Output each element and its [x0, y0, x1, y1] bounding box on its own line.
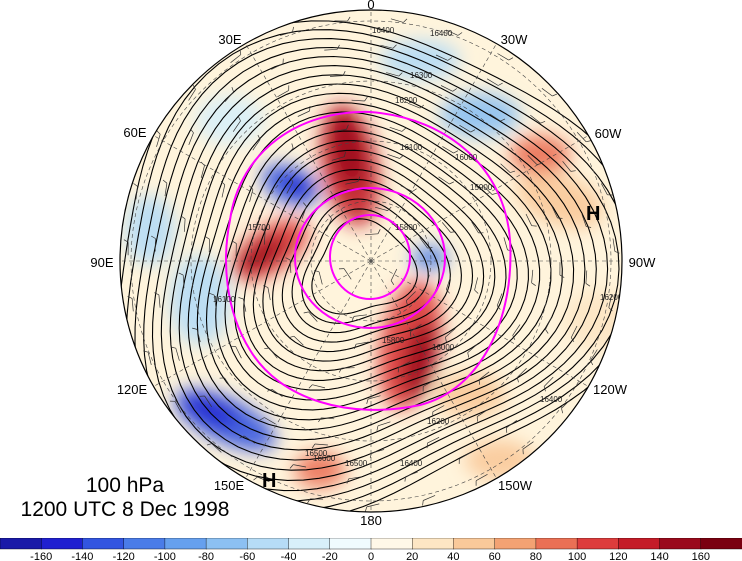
longitude-label: 120E: [117, 382, 148, 397]
contour-label: 16000: [455, 153, 478, 162]
colorbar-tick-label: -20: [322, 551, 338, 561]
colorbar-tick-label: -120: [113, 551, 135, 561]
colorbar-swatch: [164, 538, 207, 550]
contour-label: 16500: [305, 449, 328, 458]
longitude-label: 90W: [629, 255, 656, 270]
jet-outline: [225, 110, 512, 411]
contour-label: 16200: [427, 417, 450, 426]
colorbar-swatch: [453, 538, 496, 550]
longitude-label: 60E: [123, 125, 146, 140]
contour-label: 16400: [430, 29, 453, 38]
colorbar-tick-label: 160: [692, 551, 710, 561]
contour-label: 16000: [432, 343, 455, 352]
colorbar-tick-label: 100: [568, 551, 586, 561]
pressure-level-title: 100 hPa: [85, 474, 165, 497]
valid-time-title: 1200 UTC 8 Dec 1998: [20, 498, 230, 521]
longitude-label: 120W: [593, 382, 628, 397]
colorbar-tick-label: -160: [30, 551, 52, 561]
contour-label: 16400: [400, 459, 423, 468]
colorbar-swatch: [247, 538, 290, 550]
contour-label: 16500: [345, 459, 368, 468]
colorbar-swatch: [41, 538, 84, 550]
high-pressure-marker: H: [586, 203, 600, 225]
contour-label: 15900: [470, 183, 493, 192]
contour-label: 16300: [600, 361, 623, 370]
longitude-label: 30E: [218, 32, 241, 47]
colorbar-swatch: [123, 538, 166, 550]
longitude-label: 180: [360, 513, 382, 528]
contour-label: 16200: [395, 96, 418, 105]
longitude-label: 150W: [498, 478, 533, 493]
colorbar-tick-label: 0: [368, 551, 374, 561]
contour-label: 16100: [213, 295, 236, 304]
colorbar-swatch: [288, 538, 331, 550]
longitude-label: 30W: [501, 32, 528, 47]
colorbar-tick-label: 40: [447, 551, 459, 561]
colorbar-swatch: [700, 538, 742, 550]
colorbar-swatch: [412, 538, 455, 550]
map-border: [119, 9, 623, 513]
colorbar-tick-label: 140: [650, 551, 668, 561]
colorbar-swatch: [576, 538, 619, 550]
anomaly-shading: [125, 40, 622, 488]
colorbar-tick-label: -140: [71, 551, 93, 561]
longitude-label: 60W: [595, 126, 622, 141]
map-disc: 16400 16400 16300 16200 16100 16000 15900 15800…: [120, 10, 623, 512]
contour-label: 16400: [540, 395, 563, 404]
colorbar-swatch: [329, 538, 372, 550]
colorbar-tick-label: -60: [239, 551, 255, 561]
longitude-labels: 0 30W 60W 90W 120W 150W 180 150E 120E 90E 60E 30E: [90, 0, 656, 528]
colorbar-tick-label: -40: [281, 551, 297, 561]
contour-label: 15800: [395, 223, 418, 232]
high-pressure-marker: H: [262, 470, 276, 492]
polar-map: 16400 16400 16300 16200 16100 16000 15900 15800…: [90, 0, 656, 528]
colorbar-swatch: [370, 538, 413, 550]
longitude-label: 90E: [90, 255, 113, 270]
colorbar-tick-label: 120: [609, 551, 627, 561]
contour-label: 16400: [372, 26, 395, 35]
colorbar: -160 -140 -120 -100 -80 -60 -40 -20 0 20 40 60 80 100…: [0, 538, 742, 561]
longitude-label: 0: [367, 0, 374, 12]
colorbar-swatch: [0, 538, 42, 550]
contour-label: 15700: [248, 223, 271, 232]
colorbar-swatch: [659, 538, 702, 550]
contour-label: 16600: [313, 454, 336, 463]
colorbar-tick-label: -100: [154, 551, 176, 561]
contour-label: 16100: [400, 143, 423, 152]
contour-label: 16200: [600, 293, 623, 302]
colorbar-swatch: [494, 538, 537, 550]
lat-lon-grid: [120, 10, 622, 512]
colorbar-tick-label: 20: [406, 551, 418, 561]
colorbar-tick-label: -80: [198, 551, 214, 561]
colorbar-tick-label: 60: [489, 551, 501, 561]
colorbar-swatch: [205, 538, 249, 550]
wind-barbs: [123, 16, 620, 512]
contour-label: 15800: [382, 336, 405, 345]
colorbar-swatch: [535, 538, 578, 550]
contour-label: 16300: [410, 71, 433, 80]
longitude-label: 150E: [214, 478, 245, 493]
colorbar-swatch: [618, 538, 661, 550]
colorbar-tick-label: 80: [530, 551, 542, 561]
colorbar-swatch: [82, 538, 125, 550]
